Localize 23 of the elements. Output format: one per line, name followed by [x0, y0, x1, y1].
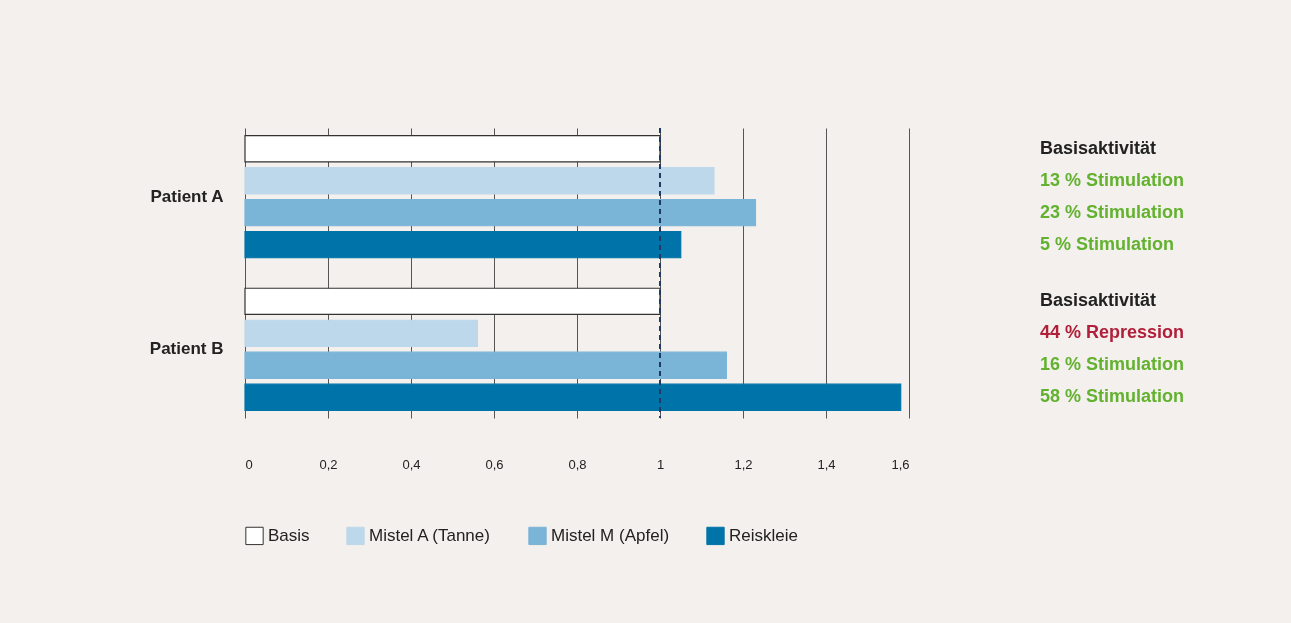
legend-label: Reiskleie — [729, 525, 798, 545]
legend-label: Mistel M (Apfel) — [551, 525, 670, 545]
text: 58 % Stimulation — [1040, 386, 1185, 407]
text: 44 % Repression — [1040, 322, 1185, 343]
text: 16 % Stimulation — [1040, 354, 1185, 375]
legend-label: Basis — [268, 525, 310, 545]
x-tick-label: 0,2 — [319, 456, 338, 472]
text: 13 % Stimulation — [1040, 169, 1185, 190]
x-tick-label: 0,8 — [568, 456, 587, 472]
x-tick-label: 0,4 — [402, 456, 421, 472]
x-tick-label: 1 — [656, 456, 665, 472]
text: Basisaktivität — [1040, 290, 1157, 311]
x-tick-label: 0 — [245, 456, 253, 472]
x-tick-label: 1,2 — [734, 456, 753, 472]
x-tick-label: 1,6 — [891, 456, 910, 472]
legend-label: Mistel A (Tanne) — [369, 525, 490, 545]
text: 5 % Stimulation — [1040, 233, 1175, 254]
text: Basisaktivität — [1040, 137, 1157, 158]
y-tick-label: Patient B — [149, 339, 224, 359]
y-tick-label: Patient A — [150, 186, 224, 206]
x-tick-label: 0,6 — [485, 456, 504, 472]
x-tick-label: 1,4 — [817, 456, 836, 472]
text: 23 % Stimulation — [1040, 201, 1185, 222]
